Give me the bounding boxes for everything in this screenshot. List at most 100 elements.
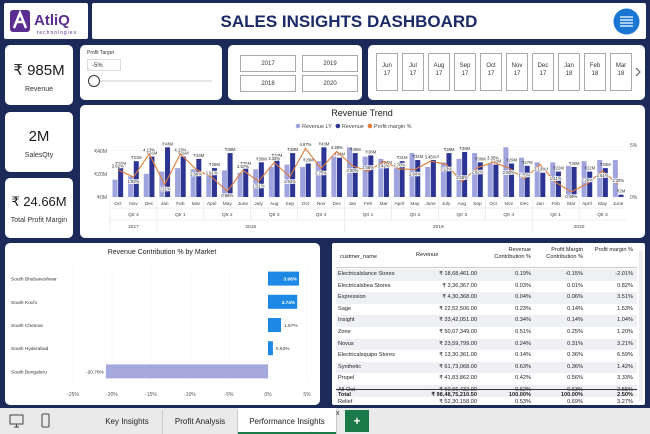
bar [331, 156, 337, 197]
month-button[interactable]: Jul 17 [402, 53, 424, 91]
month-button[interactable]: Jun 17 [376, 53, 398, 91]
data-label: ₹35M [146, 151, 157, 156]
slider[interactable] [84, 73, 220, 89]
bar [425, 166, 431, 197]
bar [274, 158, 280, 197]
x-tick-label: April [207, 201, 217, 207]
table-cell: 0.69% [567, 398, 583, 405]
x-tick-label: -15% [145, 392, 157, 398]
bar [180, 156, 186, 197]
bar [268, 318, 282, 332]
bar [227, 153, 233, 197]
slicer-next-arrow[interactable] [634, 67, 642, 77]
data-label: 3.13% [534, 166, 546, 171]
month-button[interactable]: Aug 17 [428, 53, 450, 91]
year-label: 2019 [433, 224, 444, 230]
data-label: 1.41% [550, 176, 562, 181]
month-button[interactable]: Feb 18 [584, 53, 606, 91]
data-label: 0.63% [276, 346, 290, 352]
column-header[interactable]: custmer_name [340, 254, 377, 260]
logo-box: AtliQ technologies [4, 3, 88, 39]
bar [243, 166, 249, 197]
table-cell: ₹ 60,66,432.00 [439, 387, 477, 393]
month-year: 17 [461, 71, 469, 77]
x-tick-label: July [442, 201, 451, 207]
data-label: 1.92% [128, 179, 140, 184]
month-name: Jun [382, 63, 392, 69]
column-header[interactable]: Revenue [416, 252, 439, 258]
data-label: 3.35% [487, 156, 499, 161]
tab-close[interactable]: x [336, 410, 340, 417]
year-button[interactable]: 2017 [240, 55, 296, 72]
data-label: ₹25M [600, 162, 611, 167]
table-cell: Zone [338, 329, 351, 335]
table-cell: Synthetic [338, 363, 362, 370]
bar [571, 166, 577, 197]
page-tab[interactable]: Profit Analysis [163, 410, 238, 434]
bar [190, 169, 196, 197]
year-button[interactable]: 2019 [302, 55, 358, 72]
year-button[interactable]: 2020 [302, 75, 358, 92]
page-tab[interactable]: Performance Insights [238, 410, 337, 434]
bar [383, 165, 389, 197]
menu-button[interactable] [613, 8, 640, 35]
column-header[interactable]: Profit margin % [594, 247, 633, 253]
view-icons[interactable] [8, 413, 58, 429]
table-cell: ₹ 13,30,361.00 [439, 352, 477, 359]
data-label: ₹22M [584, 166, 595, 171]
x-tick-label: June [425, 201, 436, 207]
table-cell: ₹ 3,36,367.00 [442, 282, 477, 289]
quarter-label: Qtr 1 [550, 212, 561, 218]
x-tick-label: May [410, 201, 420, 207]
data-label: 3.45% [425, 155, 437, 160]
month-button[interactable]: Nov 17 [506, 53, 528, 91]
page-tab[interactable]: Key Insights [92, 410, 163, 434]
table-cell: 0.01% [567, 282, 583, 289]
bar [128, 176, 134, 197]
table-cell: All-Out [338, 387, 356, 393]
column-header[interactable]: Profit Margin Contribution % [546, 247, 583, 260]
x-tick-label: Jan [348, 201, 356, 207]
data-label: ₹26M [115, 161, 126, 166]
month-button[interactable]: Jan 18 [558, 53, 580, 91]
month-button[interactable]: Dec 17 [532, 53, 554, 91]
table-cell: 0.31% [567, 340, 583, 347]
data-label: 3.42% [378, 163, 390, 168]
x-tick-label: June [238, 201, 249, 207]
data-label: ₹43M [318, 141, 329, 146]
data-label: 3.00% [346, 168, 358, 173]
table-cell: 1.04% [617, 317, 633, 324]
profit-target-input[interactable]: -5% [87, 59, 121, 71]
x-tick-label: Sep [473, 201, 482, 207]
table-cell: ₹ 33,42,051.00 [439, 317, 477, 324]
table-cell: Novus [338, 340, 354, 347]
year-button[interactable]: 2018 [240, 75, 296, 92]
data-label: 2.46% [362, 165, 374, 170]
x-tick-label: Oct [302, 201, 310, 207]
data-label: 1.75% [518, 172, 530, 177]
scrollbar[interactable] [639, 251, 643, 401]
table-cell: 0.24% [515, 340, 531, 347]
bar [133, 161, 139, 197]
bar [221, 170, 227, 197]
add-tab[interactable]: + [345, 410, 369, 432]
x-tick-label: April [582, 201, 592, 207]
month-button[interactable]: Mar 18 [610, 53, 632, 91]
data-label: 1.51% [253, 183, 265, 188]
data-label: ₹33M [272, 153, 283, 158]
data-label: ₹39M [459, 146, 470, 151]
category-label: South Hyderabad [11, 346, 49, 352]
column-header[interactable]: Revenue Contribution % [494, 247, 531, 260]
table-cell: 0.14% [567, 305, 583, 312]
data-label: ₹32M [428, 154, 439, 159]
table-cell: 0.34% [515, 317, 531, 324]
data-label: 2.62% [112, 163, 124, 168]
x-tick-label: Aug [458, 201, 467, 207]
data-label: -20.78% [86, 369, 105, 375]
x-tick-label: Nov [317, 201, 326, 207]
month-button[interactable]: Sep 17 [454, 53, 476, 91]
data-label: 1.26% [581, 177, 593, 182]
data-label: 0.56% [221, 193, 233, 198]
month-button[interactable]: Oct 17 [480, 53, 502, 91]
kpi-value: 2M [28, 128, 50, 145]
